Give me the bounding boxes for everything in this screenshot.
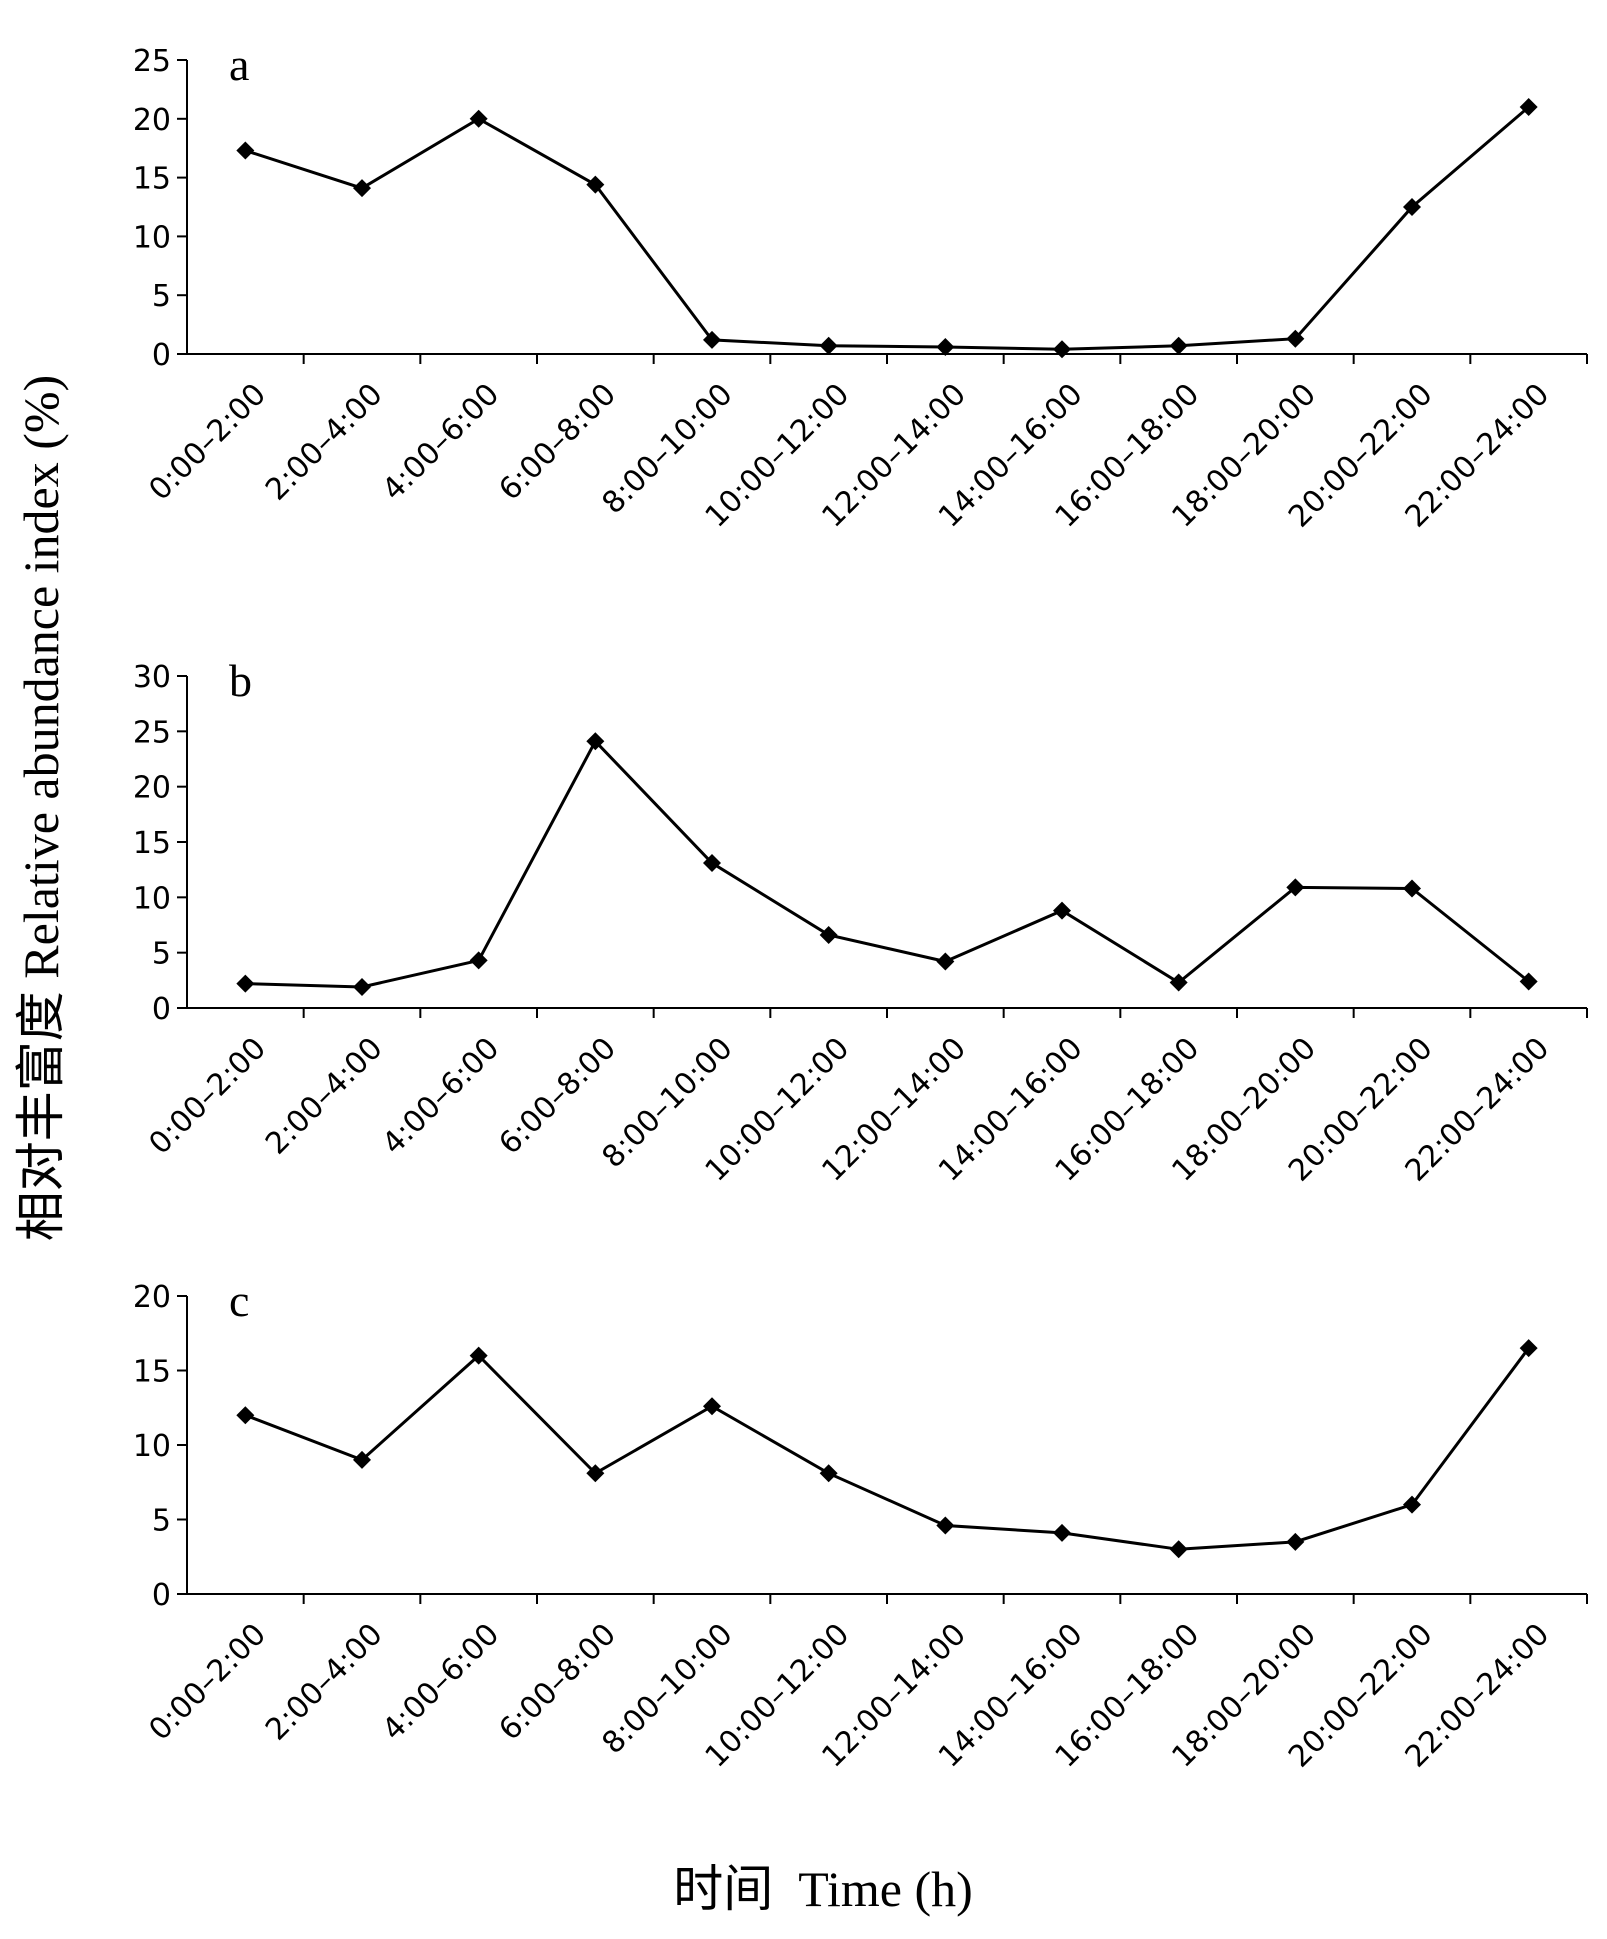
x-tick-label: 0:00–2:00 <box>142 1031 273 1162</box>
data-point <box>1286 329 1305 348</box>
data-point <box>703 1397 721 1416</box>
data-point <box>1403 198 1421 216</box>
y-tick-label: 25 <box>133 44 171 79</box>
x-tick-label: 0:00–2:00 <box>142 1617 273 1748</box>
y-tick-label: 10 <box>133 881 171 916</box>
y-tick-label: 5 <box>152 1504 171 1539</box>
panel-a: 05101520250:00–2:002:00–4:004:00–6:006:0… <box>133 39 1588 535</box>
data-point <box>469 1346 488 1365</box>
data-point <box>353 179 371 198</box>
panel-label: c <box>229 1275 249 1326</box>
series-line <box>245 738 1530 989</box>
y-tick-label: 0 <box>152 1578 171 1613</box>
y-tick-label: 0 <box>152 992 171 1027</box>
data-point <box>936 952 955 971</box>
data-point <box>1286 1532 1305 1551</box>
data-point <box>819 1464 838 1483</box>
x-tick-label: 2:00–4:00 <box>259 1617 390 1748</box>
data-point <box>936 1516 955 1535</box>
data-point <box>1519 1339 1538 1358</box>
data-point <box>353 1450 371 1469</box>
y-axis-title: 相对丰富度 Relative abundance index (%) <box>13 375 69 1241</box>
data-point <box>1286 878 1305 897</box>
data-point <box>1519 972 1538 991</box>
data-point <box>353 977 371 996</box>
y-tick-label: 10 <box>133 220 171 255</box>
data-point <box>586 732 605 751</box>
x-tick-label: 4:00–6:00 <box>376 377 507 508</box>
y-tick-label: 30 <box>133 660 171 695</box>
data-point <box>819 925 838 944</box>
y-tick-label: 25 <box>133 715 171 750</box>
y-tick-label: 20 <box>133 771 171 806</box>
y-tick-label: 15 <box>133 1355 171 1390</box>
x-tick-label: 4:00–6:00 <box>376 1031 507 1162</box>
panel-label: b <box>229 655 252 706</box>
y-tick-label: 0 <box>152 338 171 373</box>
data-point <box>819 336 838 355</box>
data-point <box>936 337 955 356</box>
data-point <box>1403 879 1421 898</box>
y-tick-label: 15 <box>133 162 171 197</box>
x-tick-label: 2:00–4:00 <box>259 1031 390 1162</box>
y-tick-label: 10 <box>133 1429 171 1464</box>
x-axis-title: 时间 Time (h) <box>673 1861 973 1917</box>
y-tick-label: 5 <box>152 279 171 314</box>
data-point <box>1169 1540 1188 1559</box>
y-tick-label: 15 <box>133 826 171 861</box>
data-point <box>703 854 721 873</box>
series-line <box>244 1347 1530 1551</box>
x-tick-label: 4:00–6:00 <box>376 1617 507 1748</box>
y-tick-label: 20 <box>133 1280 171 1315</box>
data-point <box>586 175 605 194</box>
panel-c: 051015200:00–2:002:00–4:004:00–6:006:00–… <box>133 1275 1588 1775</box>
y-tick-label: 20 <box>133 103 171 138</box>
data-point <box>586 1464 605 1483</box>
x-tick-label: 0:00–2:00 <box>142 377 273 508</box>
data-point <box>1053 901 1071 920</box>
data-point <box>1169 973 1188 992</box>
data-point <box>1169 336 1188 355</box>
series-line <box>244 105 1530 351</box>
data-point <box>703 330 721 349</box>
data-point <box>236 141 255 160</box>
panel-b: 0510152025300:00–2:002:00–4:004:00–6:006… <box>133 655 1588 1189</box>
data-point <box>236 1406 255 1425</box>
panel-label: a <box>229 39 249 90</box>
data-point <box>236 974 255 993</box>
data-point <box>1519 98 1538 117</box>
data-point <box>469 109 488 128</box>
y-tick-label: 5 <box>152 937 171 972</box>
data-point <box>469 951 488 970</box>
x-tick-label: 2:00–4:00 <box>259 377 390 508</box>
data-point <box>1053 1523 1071 1542</box>
data-point <box>1403 1495 1421 1514</box>
data-point <box>1053 340 1071 359</box>
